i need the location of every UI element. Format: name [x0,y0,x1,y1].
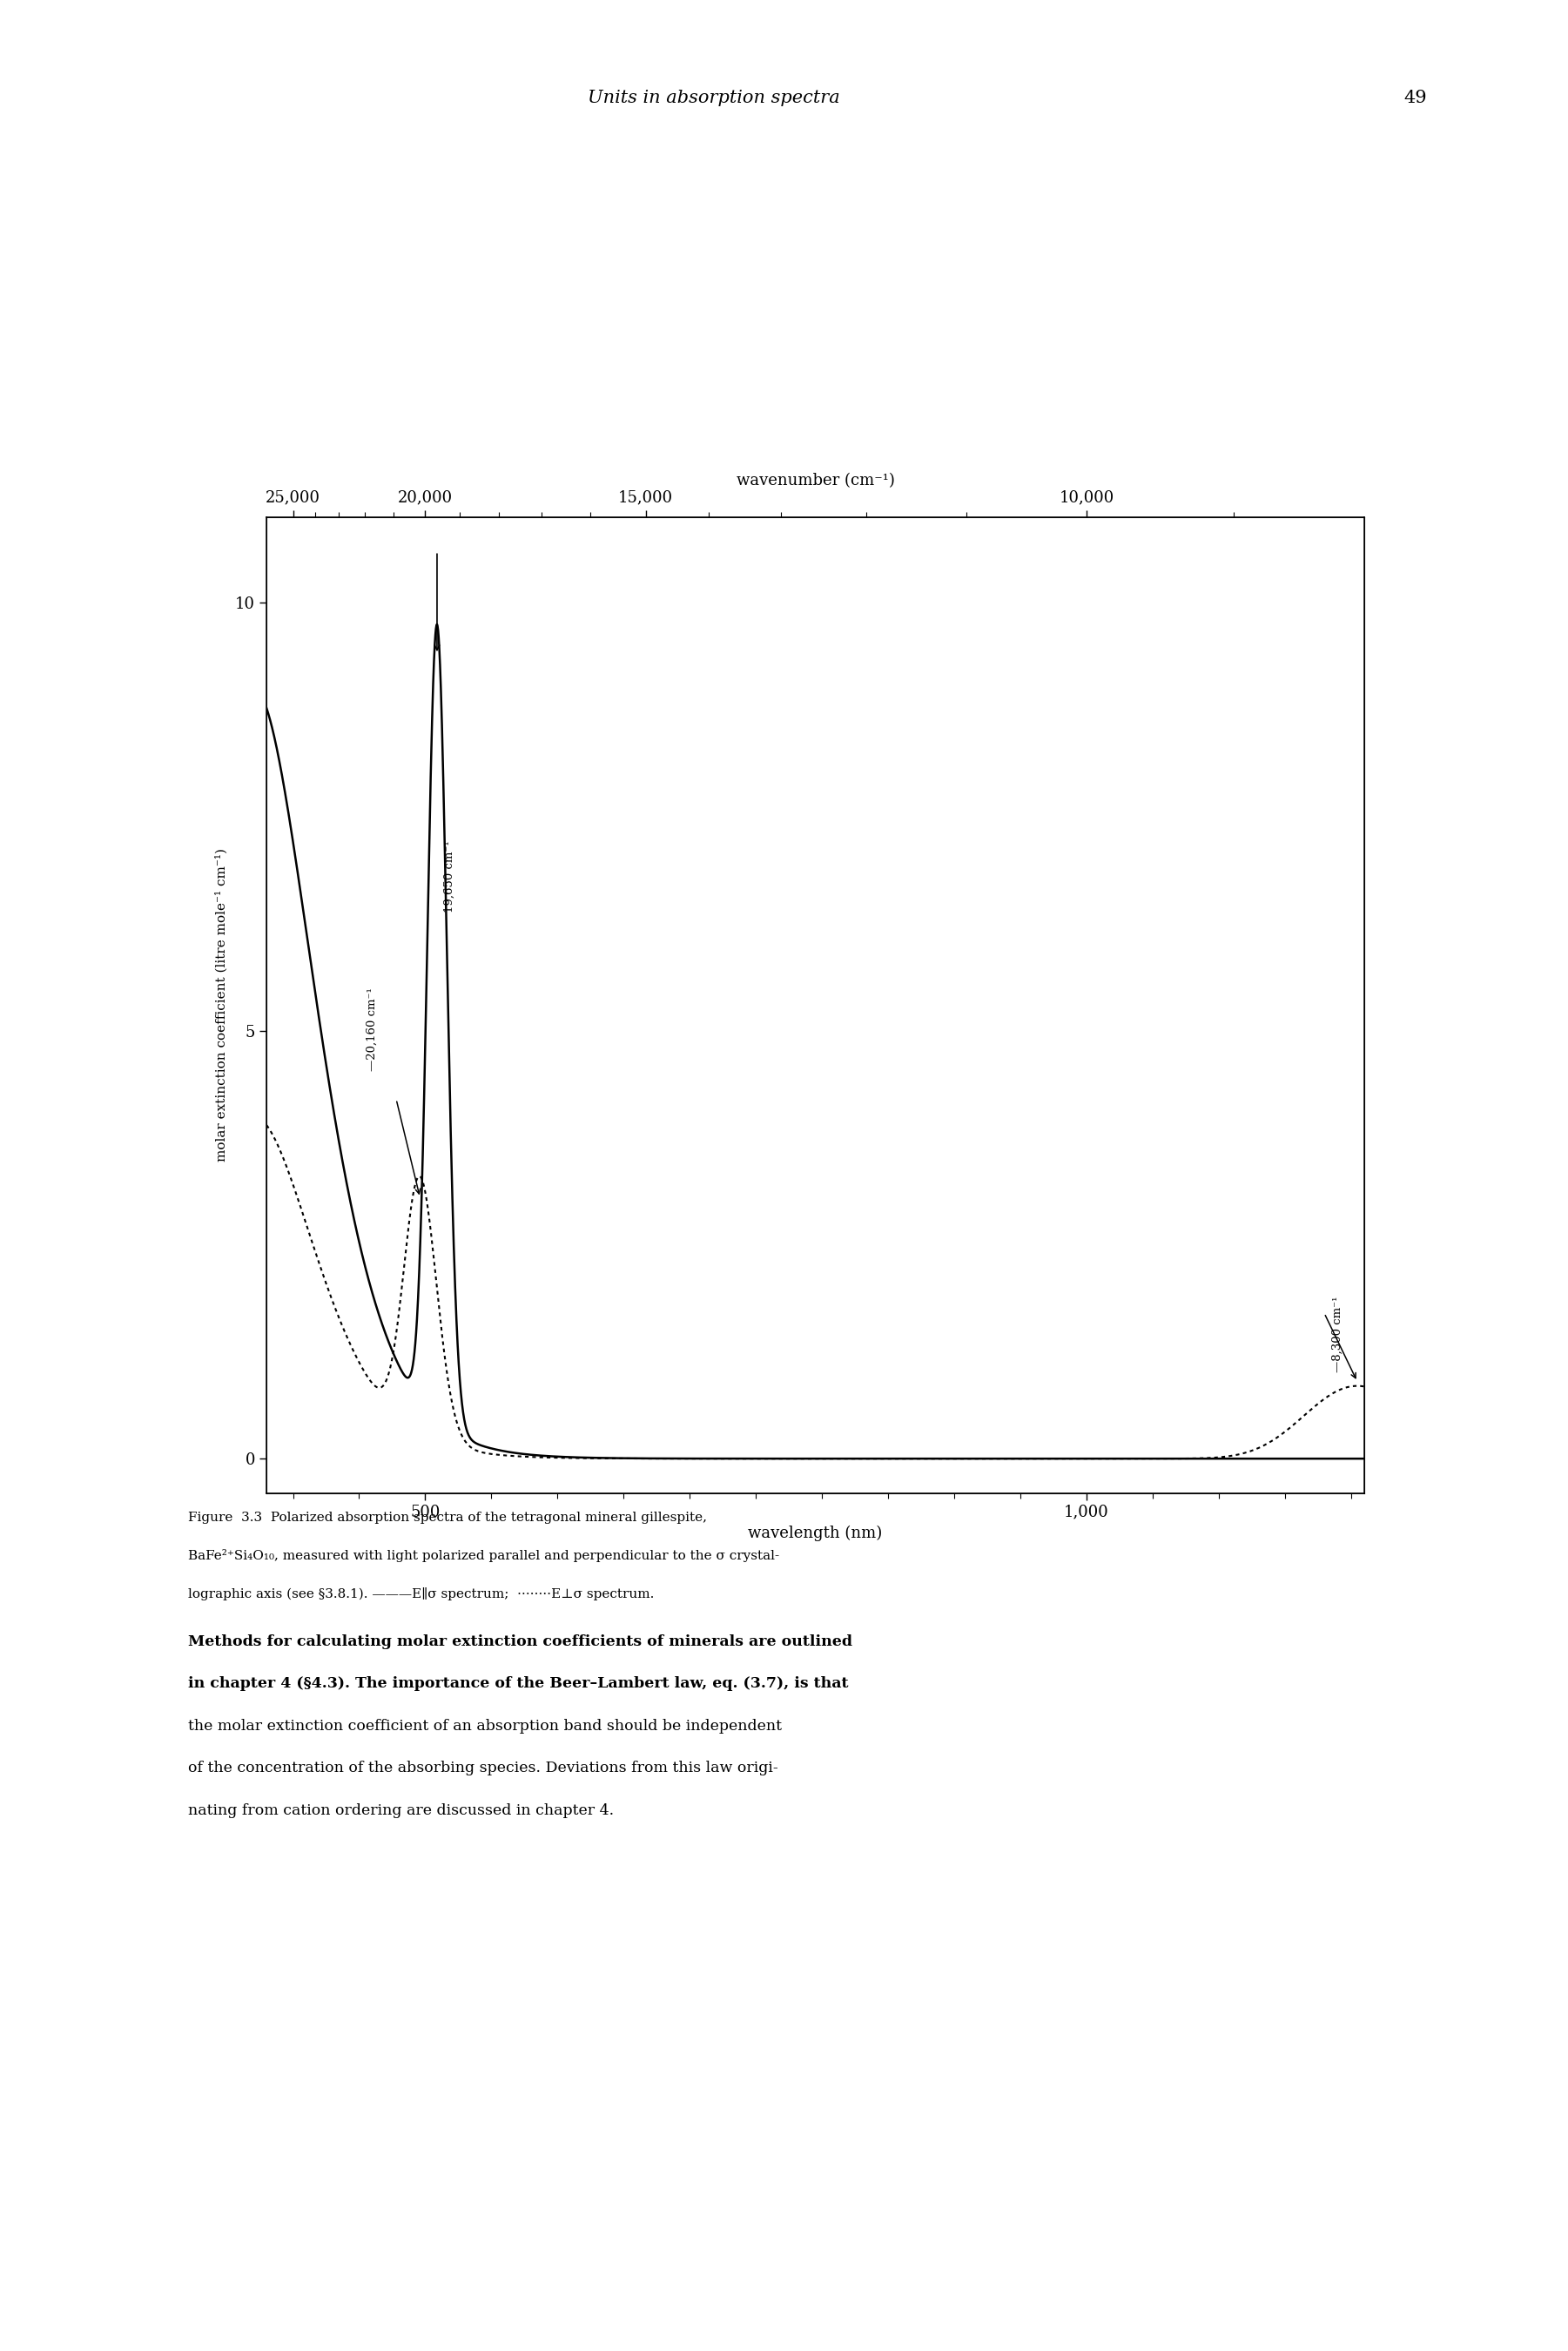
Text: Figure  3.3  Polarized absorption spectra of the tetragonal mineral gillespite,: Figure 3.3 Polarized absorption spectra … [188,1512,707,1523]
Text: lographic axis (see §3.8.1). ———E∥σ spectrum;  ········E⊥σ spectrum.: lographic axis (see §3.8.1). ———E∥σ spec… [188,1587,654,1601]
X-axis label: wavenumber (cm⁻¹): wavenumber (cm⁻¹) [737,473,894,489]
Text: of the concentration of the absorbing species. Deviations from this law origi-: of the concentration of the absorbing sp… [188,1761,778,1775]
Text: 19,650 cm⁻¹: 19,650 cm⁻¹ [444,842,455,912]
Text: 49: 49 [1403,89,1427,106]
Text: Methods for calculating molar extinction coefficients of minerals are outlined: Methods for calculating molar extinction… [188,1634,853,1648]
Text: the molar extinction coefficient of an absorption band should be independent: the molar extinction coefficient of an a… [188,1719,782,1733]
Text: —20,160 cm⁻¹: —20,160 cm⁻¹ [367,987,378,1072]
Text: —8,300 cm⁻¹: —8,300 cm⁻¹ [1331,1295,1344,1373]
Text: Units in absorption spectra: Units in absorption spectra [588,89,839,106]
Text: BaFe²⁺Si₄O₁₀, measured with light polarized parallel and perpendicular to the σ : BaFe²⁺Si₄O₁₀, measured with light polari… [188,1549,779,1563]
Y-axis label: molar extinction coefficient (litre mole⁻¹ cm⁻¹): molar extinction coefficient (litre mole… [215,849,227,1161]
Text: in chapter 4 (§4.3). The importance of the Beer–Lambert law, eq. (3.7), is that: in chapter 4 (§4.3). The importance of t… [188,1676,848,1690]
X-axis label: wavelength (nm): wavelength (nm) [748,1526,883,1540]
Text: nating from cation ordering are discussed in chapter 4.: nating from cation ordering are discusse… [188,1803,615,1817]
